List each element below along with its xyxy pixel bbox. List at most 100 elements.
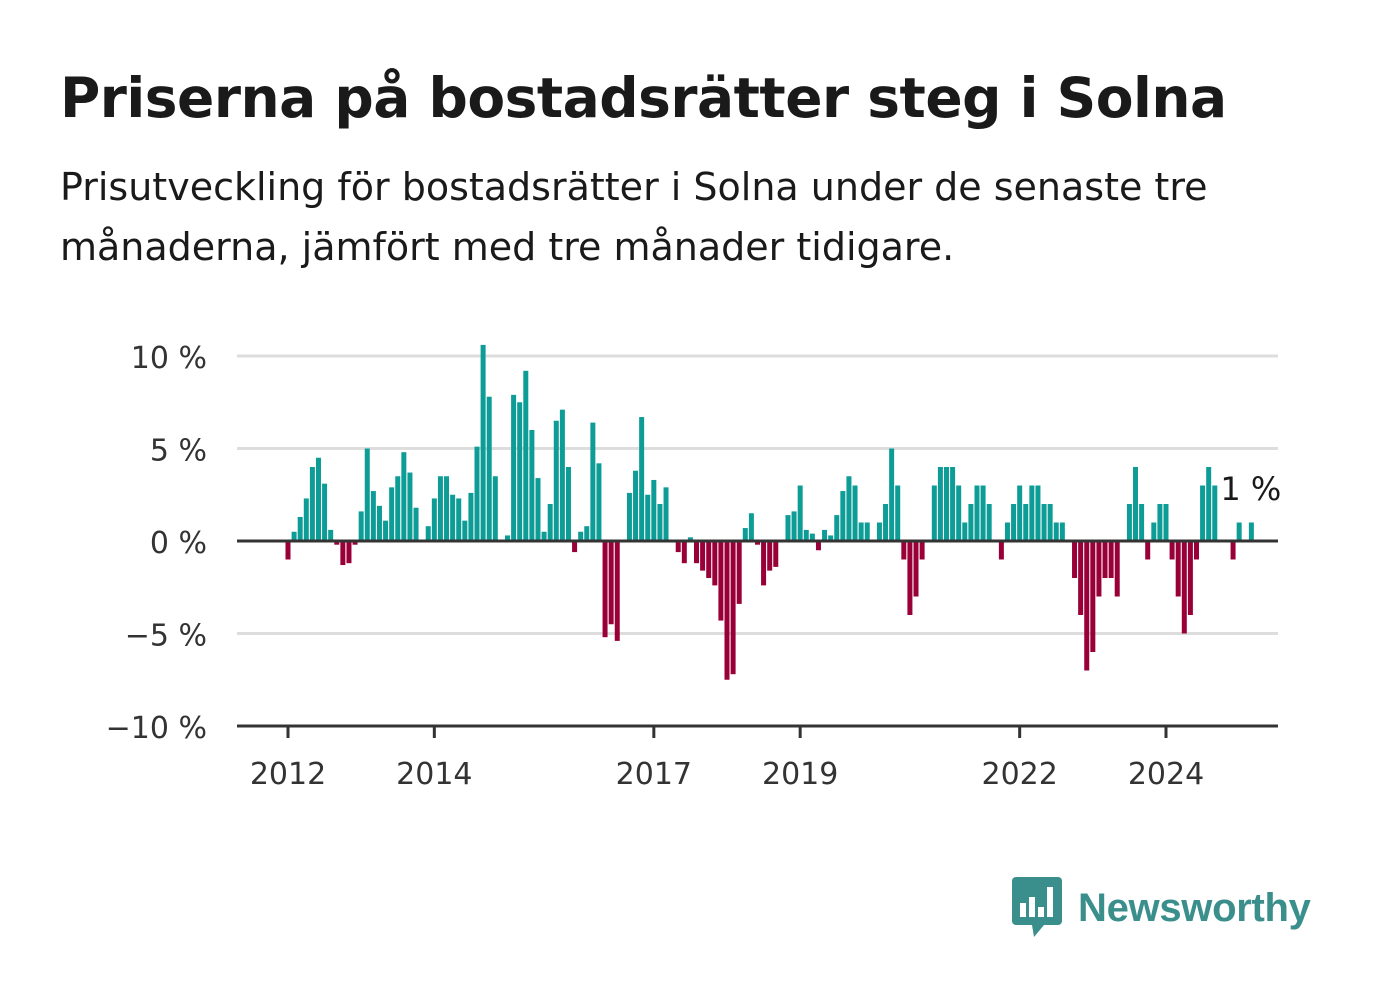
bar [1206, 467, 1212, 541]
bar [956, 485, 962, 541]
bar [986, 504, 992, 541]
bar [584, 526, 590, 541]
bar [809, 533, 815, 541]
bar [675, 541, 681, 553]
bar [712, 541, 718, 586]
bar [376, 505, 382, 541]
bar [590, 422, 596, 541]
bar [444, 476, 450, 541]
bar [340, 541, 346, 566]
bar [889, 448, 895, 541]
axes [237, 539, 1278, 738]
bar [578, 531, 584, 541]
bar [480, 344, 486, 541]
bar [1114, 541, 1120, 597]
bar [931, 485, 937, 541]
bar [389, 487, 395, 541]
bar [529, 430, 535, 541]
bar [1023, 504, 1029, 541]
bar [462, 520, 468, 541]
bar [822, 529, 828, 541]
bar [834, 515, 840, 541]
bar [346, 541, 352, 564]
bar [828, 535, 834, 541]
bar [1029, 485, 1035, 541]
bar [1126, 504, 1132, 541]
bar [748, 513, 754, 541]
bar [517, 402, 523, 541]
bar [773, 541, 779, 567]
bar [1053, 522, 1059, 541]
bar [559, 409, 565, 541]
brand-logo: Newsworthy [1012, 877, 1311, 939]
bar [742, 528, 748, 541]
bar [895, 485, 901, 541]
x-axis-labels: 2012 2014 2017 2019 2022 2024 [250, 757, 1204, 792]
bar [370, 491, 376, 541]
bar [486, 396, 492, 541]
bars [285, 344, 1254, 680]
bar [468, 492, 474, 541]
bar [724, 541, 730, 680]
bar [1193, 541, 1199, 560]
brand-name: Newsworthy [1078, 885, 1311, 930]
bar [858, 522, 864, 541]
bar [602, 541, 608, 638]
x-tick-label: 2024 [1128, 757, 1204, 792]
bar [547, 504, 553, 541]
bar [840, 491, 846, 541]
bar [1187, 541, 1193, 615]
x-tick-label: 2012 [250, 757, 326, 792]
bar [907, 541, 913, 615]
bar [456, 498, 462, 541]
bar [1011, 504, 1017, 541]
bar [1108, 541, 1114, 578]
bar [505, 535, 510, 541]
bar [626, 492, 632, 541]
bar [950, 467, 956, 541]
bar [383, 520, 389, 541]
bar [681, 541, 687, 564]
x-tick-label: 2017 [616, 757, 692, 792]
bar [846, 476, 852, 541]
bar [651, 479, 657, 541]
bar [511, 394, 517, 541]
bar [1084, 541, 1090, 671]
bar [791, 511, 797, 541]
bar [962, 522, 968, 541]
bar-chart: 10 % 5 % 0 % −5 % −10 % 2012 2014 2017 2019 2022… [106, 341, 1282, 792]
bar [364, 448, 370, 541]
bar [718, 541, 724, 621]
bar [1157, 504, 1163, 541]
bar [1059, 522, 1065, 541]
bar [864, 522, 870, 541]
bar [407, 472, 413, 541]
bar [1248, 522, 1254, 541]
bar [767, 541, 773, 571]
bar [523, 370, 529, 541]
bar [1236, 522, 1242, 541]
bar [614, 541, 620, 641]
bar [572, 541, 578, 553]
bar [639, 417, 645, 541]
y-tick-label: −5 % [125, 619, 207, 654]
bar [437, 476, 443, 541]
y-axis-labels: 10 % 5 % 0 % −5 % −10 % [106, 341, 207, 746]
bar [315, 457, 321, 541]
bar [608, 541, 614, 625]
y-tick-label: 0 % [150, 526, 207, 561]
bar [730, 541, 736, 675]
bar [785, 515, 791, 541]
chart-subtitle: Prisutveckling för bostadsrätter i Solna… [60, 165, 1208, 269]
bar [413, 507, 419, 541]
bar [1090, 541, 1096, 652]
bar [565, 467, 571, 541]
bar [901, 541, 907, 560]
bar [297, 516, 303, 541]
bar [1175, 541, 1181, 597]
bar [1017, 485, 1023, 541]
y-tick-label: 10 % [131, 341, 207, 376]
bar [663, 487, 669, 541]
annotations: 1 % [1220, 470, 1281, 508]
bar [309, 467, 315, 541]
